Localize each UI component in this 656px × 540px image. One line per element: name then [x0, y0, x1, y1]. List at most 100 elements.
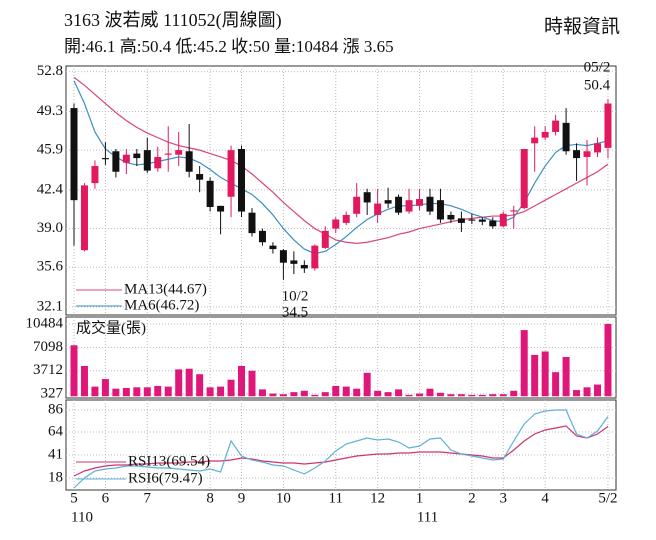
candle-body [395, 196, 403, 213]
bar [133, 387, 141, 397]
candle-body [80, 185, 88, 251]
quote: 開:46.1 高:50.4 低:45.2 收:50 量:10484 漲 3.65 [64, 37, 394, 56]
title: 3163 波若威 111052(周線圖) [64, 10, 282, 31]
line [73, 80, 609, 255]
candle-body [457, 218, 465, 223]
x-tick-label: 2 [468, 490, 476, 506]
bar [384, 392, 392, 397]
candle-body [206, 180, 214, 207]
bar [311, 394, 319, 397]
bar [279, 394, 287, 397]
candle-body [175, 150, 183, 155]
candle-body [311, 245, 319, 269]
bar [489, 394, 497, 397]
bar [342, 386, 350, 397]
bar [185, 368, 193, 397]
y-tick-label: 52.8 [37, 63, 63, 79]
bar [363, 372, 371, 397]
candle-body [416, 199, 424, 206]
candle-body [573, 150, 581, 159]
y-tick-label: 7098 [33, 339, 63, 355]
bar [258, 389, 266, 397]
candle-body [489, 220, 497, 227]
y-tick-label: 327 [41, 385, 64, 401]
bar [478, 394, 486, 397]
candle-body [238, 149, 246, 212]
candle-body [436, 200, 444, 220]
bar [217, 386, 225, 397]
x-tick-label: 7 [144, 490, 152, 506]
bar [416, 393, 424, 397]
candle-body [101, 158, 109, 160]
panel-title: 成交量(張) [76, 318, 146, 336]
bar [143, 387, 151, 397]
candle-body [531, 137, 539, 144]
bar [447, 394, 455, 397]
bar [80, 365, 88, 397]
bar [583, 387, 591, 397]
legend-label: RSI13(69.54) [128, 453, 210, 469]
bar [101, 379, 109, 397]
candle-body [70, 108, 78, 201]
bar [91, 386, 99, 397]
bar [594, 384, 601, 397]
line [73, 425, 609, 477]
year-label: 111 [417, 509, 438, 525]
bar [300, 390, 308, 397]
candle-body [185, 151, 193, 172]
candle-body [154, 156, 162, 169]
x-tick-label: 10 [276, 490, 291, 506]
candle-body [604, 103, 612, 148]
y-tick-label: 45.9 [37, 142, 63, 158]
x-tick-label: 6 [102, 490, 110, 506]
source: 時報資訊 [544, 15, 620, 37]
candle-body [133, 153, 141, 159]
bar [227, 379, 235, 397]
candle-body [91, 166, 99, 184]
y-tick-label: 10484 [26, 315, 64, 331]
bar [468, 394, 476, 397]
bar [122, 388, 130, 397]
bar [531, 354, 539, 397]
candle-body [552, 120, 560, 132]
candle-body [478, 219, 486, 222]
panel [65, 65, 617, 316]
bar [154, 385, 162, 397]
x-tick-label: 8 [206, 490, 214, 506]
bar [112, 388, 120, 397]
bar [457, 394, 465, 397]
bar [541, 351, 549, 397]
x-tick-label: 5/2 [598, 490, 617, 506]
y-tick-label: 18 [48, 469, 63, 485]
candle-body [562, 122, 570, 152]
candle-body [279, 250, 287, 263]
annotation: 34.5 [282, 304, 308, 320]
line [73, 409, 609, 489]
legend-label: RSI6(79.47) [128, 470, 203, 486]
candle-body [353, 196, 361, 214]
panel [65, 399, 617, 491]
bar [206, 387, 214, 397]
bar [520, 330, 528, 397]
candle-body [583, 151, 591, 157]
bar [499, 394, 507, 397]
bar [238, 365, 246, 397]
y-tick-label: 86 [48, 401, 64, 417]
annotation: 10/2 [282, 288, 309, 304]
candle-body [520, 149, 528, 209]
bar [332, 385, 340, 397]
candle-body [426, 196, 434, 212]
bar [562, 356, 570, 397]
candle-body [405, 200, 413, 212]
candle-body [468, 219, 476, 221]
bar [164, 386, 172, 397]
bar [353, 388, 361, 397]
bar [248, 370, 256, 397]
candle-body [342, 214, 350, 223]
candle-body [510, 210, 518, 212]
bar [290, 392, 298, 397]
bar [321, 392, 329, 397]
candle-body [248, 212, 256, 234]
bar [395, 389, 403, 397]
